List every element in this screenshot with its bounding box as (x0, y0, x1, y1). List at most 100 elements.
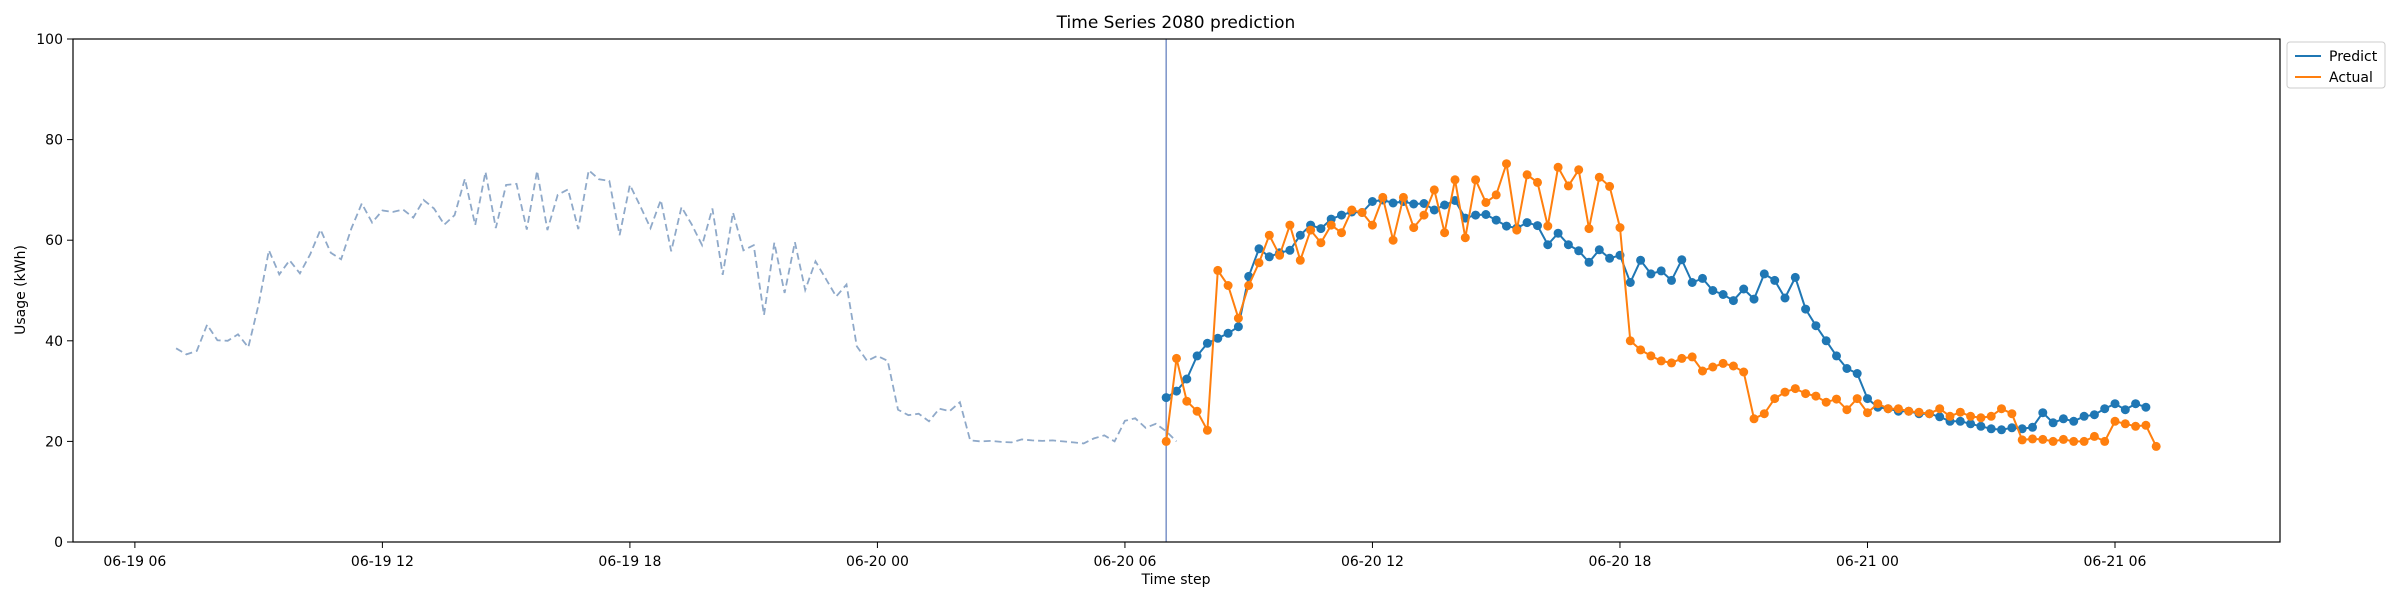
predict-point (2100, 404, 2110, 414)
actual-point (1811, 391, 1821, 401)
actual-point (1192, 406, 1202, 416)
actual-point (1636, 345, 1646, 355)
actual-point (1419, 210, 1429, 220)
x-axis: 06-19 06 06-19 12 06-19 18 06-20 00 06-20 06… (103, 542, 2147, 570)
predict-point (1687, 278, 1697, 287)
predict-point (1316, 224, 1326, 234)
actual-point (1574, 165, 1584, 175)
predict-point (2089, 410, 2099, 420)
actual-point (2151, 441, 2161, 451)
actual-point (1594, 172, 1604, 182)
legend: Predict Actual (2286, 41, 2386, 89)
actual-point (1976, 413, 1986, 423)
predict-point (1481, 210, 1491, 219)
predict-point (1440, 200, 1450, 210)
actual-point (1347, 205, 1357, 215)
actual-point (1728, 361, 1738, 371)
actual-point (1460, 233, 1470, 243)
actual-point (1285, 220, 1295, 230)
actual-point (2089, 431, 2099, 441)
actual-point (1832, 394, 1841, 404)
actual-point (1821, 397, 1831, 407)
predict-point (1656, 266, 1666, 276)
predict-point (1471, 210, 1481, 220)
predict-point (2048, 418, 2058, 428)
predict-point (1419, 199, 1429, 208)
predict-point (2131, 399, 2141, 409)
predict-point (1780, 293, 1790, 303)
actual-point (1223, 281, 1233, 290)
x-tick-label: 06-19 06 (103, 554, 166, 570)
predict-point (2007, 423, 2017, 433)
predict-point (2058, 414, 2068, 424)
predict-point (1182, 374, 1192, 384)
y-tick-label: 80 (45, 133, 63, 149)
y-tick-label: 20 (45, 434, 63, 450)
predict-point (1543, 240, 1553, 250)
predict-point (1863, 394, 1872, 404)
predict-point (1172, 386, 1181, 396)
predict-point (1790, 272, 1800, 282)
predict-point (1574, 246, 1584, 256)
predict-point (1450, 196, 1460, 205)
plot-frame (72, 38, 2281, 543)
actual-point (2007, 409, 2017, 419)
actual-point (1924, 409, 1934, 419)
legend-label-predict: Predict (2329, 49, 2378, 65)
predict-point (1223, 328, 1233, 338)
predict-point (2120, 405, 2130, 415)
actual-point (1378, 192, 1388, 202)
actual-point (1656, 356, 1666, 366)
actual-point (1202, 425, 1212, 435)
actual-point (1161, 436, 1171, 446)
actual-point (2079, 436, 2089, 446)
actual-point (1770, 394, 1780, 404)
actual-point (2038, 434, 2048, 444)
actual-point (1254, 258, 1264, 268)
predict-point (1728, 296, 1738, 306)
actual-point (2100, 436, 2110, 446)
legend-label-actual: Actual (2329, 70, 2373, 86)
predict-point (1986, 424, 1996, 434)
predict-point (2038, 408, 2048, 418)
actual-point (1306, 225, 1316, 235)
actual-point (1615, 223, 1625, 233)
y-axis: 0 20 40 60 80 100 (36, 32, 73, 551)
actual-point (1367, 220, 1377, 230)
actual-point (1440, 228, 1450, 238)
actual-point (1584, 224, 1594, 234)
predict-point (1935, 412, 1945, 422)
actual-point (2141, 420, 2151, 430)
x-tick-label: 06-21 06 (2084, 554, 2147, 570)
actual-point (2069, 436, 2079, 446)
predict-point (1388, 198, 1398, 208)
predict-point (1966, 419, 1976, 429)
predict-point (1997, 425, 2006, 435)
predict-point (1295, 230, 1305, 240)
predict-point (1522, 218, 1532, 228)
x-tick-label: 06-20 12 (1341, 554, 1404, 570)
actual-point (1275, 250, 1285, 260)
actual-point (1986, 411, 1996, 421)
actual-point (1450, 175, 1460, 185)
predict-point (1553, 228, 1563, 238)
predict-point (1821, 336, 1831, 346)
x-tick-label: 06-20 18 (1588, 554, 1651, 570)
actual-point (1543, 221, 1553, 231)
actual-point (1512, 225, 1522, 235)
predict-point (1192, 351, 1202, 361)
actual-point (1625, 336, 1635, 346)
actual-point (1233, 313, 1243, 323)
predict-point (1584, 257, 1594, 267)
predict-point (1842, 364, 1852, 373)
actual-point (1295, 255, 1305, 265)
predict-point (1563, 240, 1573, 250)
actual-point (1677, 353, 1687, 363)
y-tick-label: 100 (36, 32, 63, 48)
actual-point (1357, 208, 1367, 217)
actual-point (1739, 367, 1749, 377)
predict-point (1202, 338, 1212, 348)
predict-point (1976, 421, 1986, 431)
actual-point (2110, 416, 2120, 426)
